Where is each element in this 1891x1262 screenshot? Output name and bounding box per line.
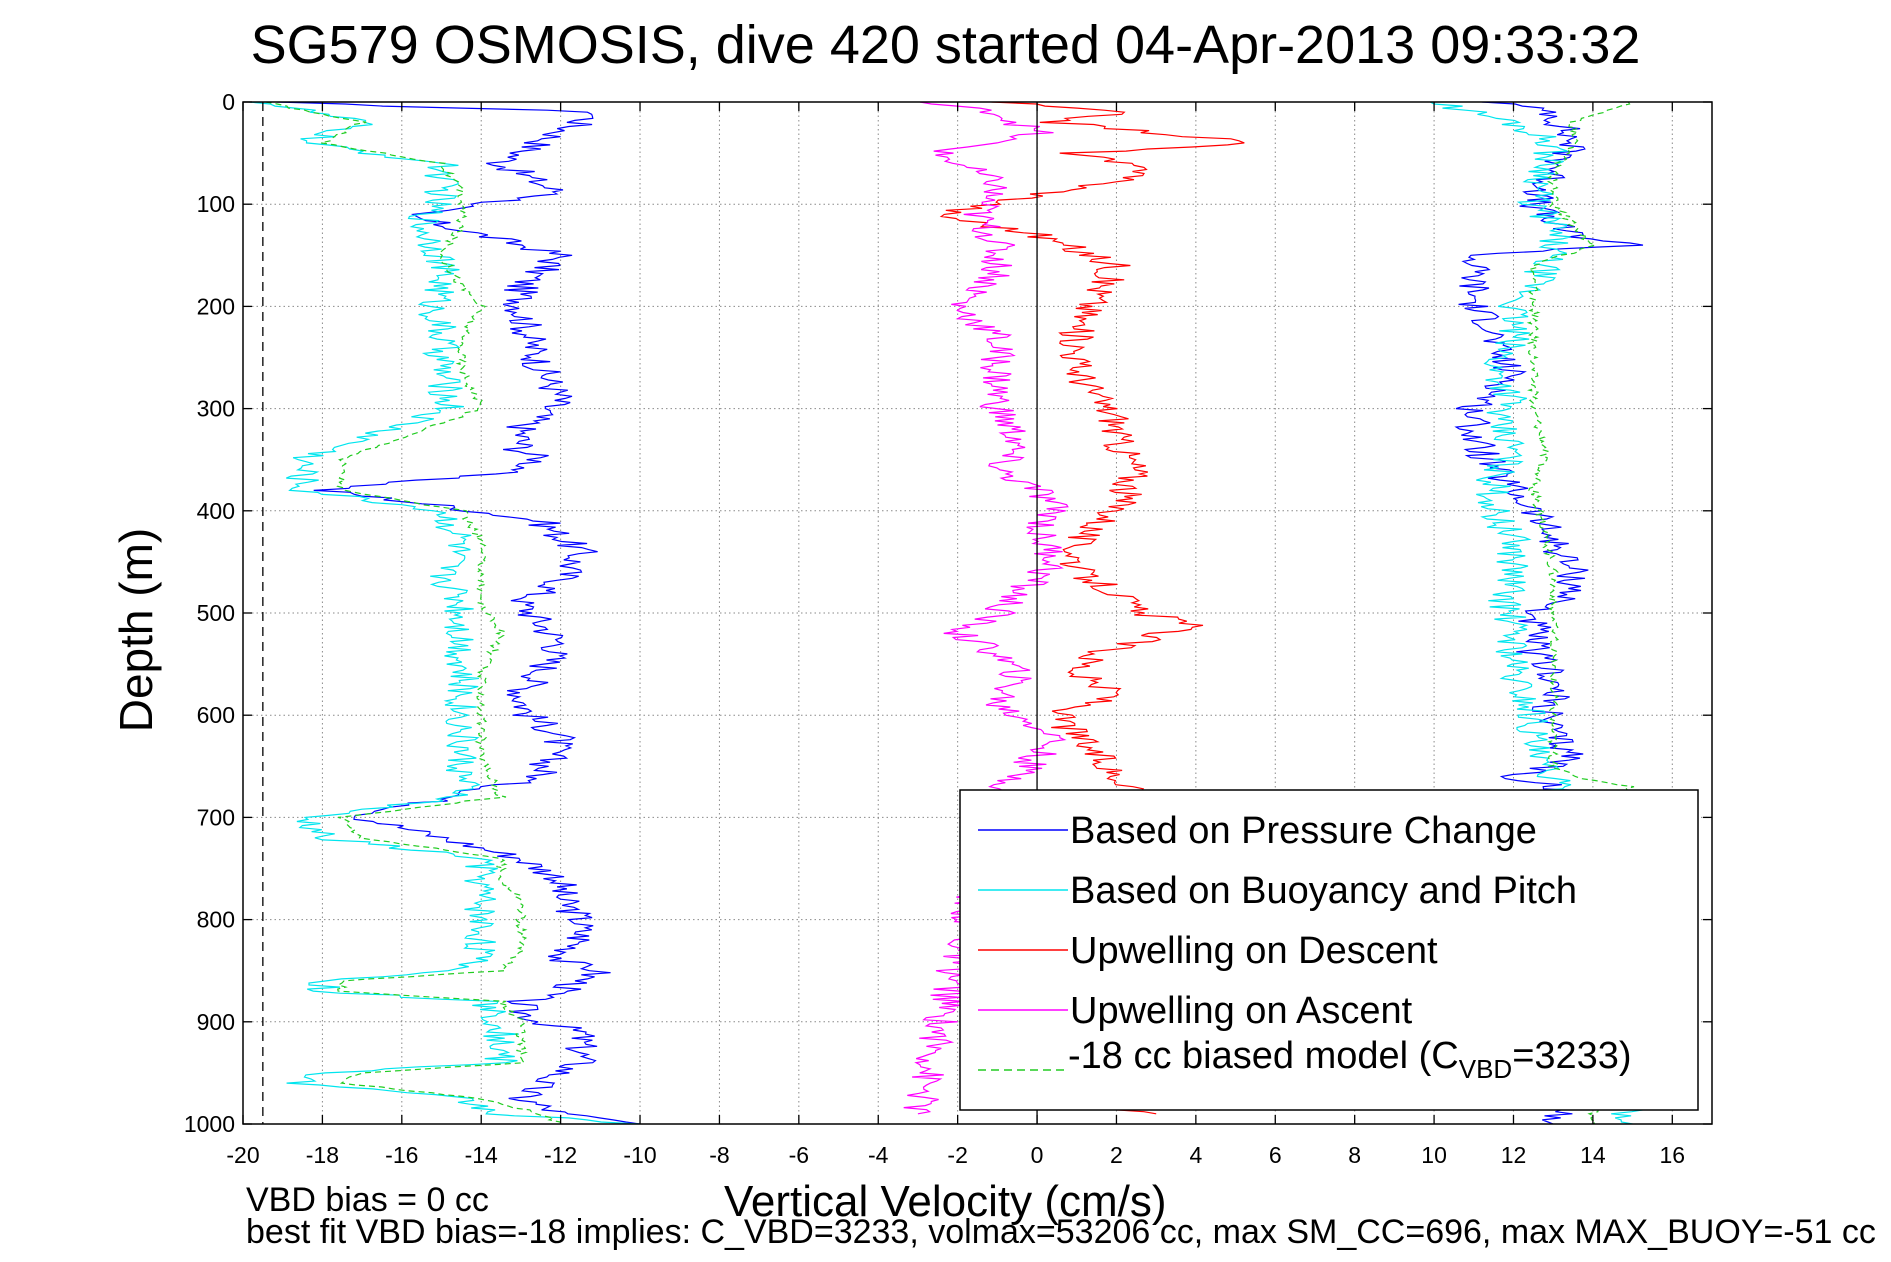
y-tick-label: 600 [197, 702, 235, 728]
x-tick-label: 10 [1421, 1142, 1447, 1168]
legend: Based on Pressure Change Based on Buoyanc… [959, 789, 1699, 1111]
series-4 [903, 102, 1069, 1115]
y-tick-label: 500 [197, 600, 235, 626]
y-tick-label: 900 [197, 1009, 235, 1035]
x-tick-label: -14 [465, 1142, 498, 1168]
x-axis: -20 -18 -16 -14 -12 -10 -8 -6 -4 -2 0 2 4 6 8 10 12 14 16 [226, 102, 1685, 1168]
series-line [276, 102, 641, 1124]
legend-label: Based on Pressure Change [1070, 810, 1537, 852]
legend-label: Based on Buoyancy and Pitch [1070, 870, 1577, 912]
y-tick-label: 100 [197, 191, 235, 217]
legend-label-biased-model: -18 cc biased model (CVBD=3233) [1068, 1035, 1632, 1084]
x-tick-label: -8 [709, 1142, 729, 1168]
x-tick-label: -18 [306, 1142, 339, 1168]
legend-box [959, 789, 1699, 1111]
x-tick-label: 6 [1269, 1142, 1282, 1168]
series-line [265, 102, 562, 1124]
x-tick-label: 14 [1580, 1142, 1606, 1168]
legend-label: Upwelling on Descent [1070, 930, 1438, 972]
x-tick-label: -12 [544, 1142, 577, 1168]
x-tick-label: 0 [1031, 1142, 1044, 1168]
x-tick-label: 2 [1110, 1142, 1123, 1168]
y-axis-label: Depth (m) [110, 527, 162, 733]
legend-label: Upwelling on Ascent [1070, 990, 1413, 1032]
footer-vbd-bias: VBD bias = 0 cc [246, 1181, 489, 1219]
y-tick-label: 1000 [184, 1111, 235, 1137]
y-tick-label: 400 [197, 498, 235, 524]
x-tick-label: -10 [623, 1142, 656, 1168]
x-tick-label: 16 [1660, 1142, 1686, 1168]
y-tick-label: 200 [197, 293, 235, 319]
chart-title: SG579 OSMOSIS, dive 420 started 04-Apr-2… [250, 15, 1641, 75]
y-axis: 0 100 200 300 400 500 600 700 800 900 1000 [184, 89, 1712, 1137]
x-tick-label: -2 [947, 1142, 967, 1168]
x-tick-label: -20 [226, 1142, 259, 1168]
y-tick-label: 800 [197, 907, 235, 933]
x-tick-label: -6 [789, 1142, 809, 1168]
x-tick-label: 4 [1189, 1142, 1202, 1168]
series-line [903, 102, 1069, 1115]
x-tick-label: -4 [868, 1142, 889, 1168]
y-tick-label: 300 [197, 396, 235, 422]
x-tick-label: -16 [385, 1142, 418, 1168]
y-tick-label: 700 [197, 804, 235, 830]
footer-best-fit: best fit VBD bias=-18 implies: C_VBD=323… [246, 1213, 1876, 1251]
y-tick-label: 0 [222, 89, 235, 115]
x-tick-label: 12 [1501, 1142, 1527, 1168]
x-tick-label: 8 [1348, 1142, 1361, 1168]
x-axis-label: Vertical Velocity (cm/s) [724, 1177, 1167, 1226]
